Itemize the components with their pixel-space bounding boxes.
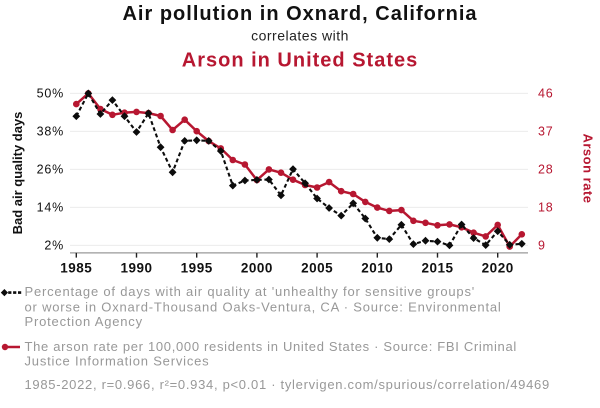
svg-text:Protection Agency: Protection Agency xyxy=(25,314,143,329)
svg-text:Arson in United States: Arson in United States xyxy=(182,50,418,72)
svg-text:38%: 38% xyxy=(37,125,64,139)
svg-text:or worse in Oxnard-Thousand Oa: or worse in Oxnard-Thousand Oaks-Ventura… xyxy=(25,300,502,315)
svg-text:2000: 2000 xyxy=(241,261,273,276)
svg-text:2010: 2010 xyxy=(361,261,393,276)
svg-text:46: 46 xyxy=(538,87,554,101)
svg-text:2015: 2015 xyxy=(421,261,453,276)
svg-text:28: 28 xyxy=(538,163,554,177)
svg-text:2%: 2% xyxy=(44,239,64,253)
svg-text:1995: 1995 xyxy=(181,261,213,276)
svg-text:Air pollution in Oxnard, Calif: Air pollution in Oxnard, California xyxy=(122,3,477,25)
svg-text:correlates with: correlates with xyxy=(251,28,349,44)
svg-text:Percentage of days with air qu: Percentage of days with air quality at '… xyxy=(25,284,476,299)
svg-text:Arson rate: Arson rate xyxy=(581,133,596,203)
svg-text:37: 37 xyxy=(538,125,554,139)
svg-text:14%: 14% xyxy=(37,201,64,215)
svg-text:1990: 1990 xyxy=(120,261,152,276)
svg-text:50%: 50% xyxy=(37,87,64,101)
svg-text:Bad air quality days: Bad air quality days xyxy=(10,112,25,235)
svg-text:1985-2022, r=0.966, r²=0.934,: 1985-2022, r=0.966, r²=0.934, p<0.01 · t… xyxy=(25,377,550,392)
svg-text:2005: 2005 xyxy=(301,261,333,276)
svg-text:The arson rate per 100,000 res: The arson rate per 100,000 residents in … xyxy=(25,339,517,354)
svg-text:2020: 2020 xyxy=(482,261,514,276)
svg-text:9: 9 xyxy=(538,239,546,253)
svg-text:1985: 1985 xyxy=(60,261,92,276)
svg-text:26%: 26% xyxy=(37,163,64,177)
svg-text:Justice Information Services: Justice Information Services xyxy=(25,354,210,369)
svg-text:18: 18 xyxy=(538,201,554,215)
